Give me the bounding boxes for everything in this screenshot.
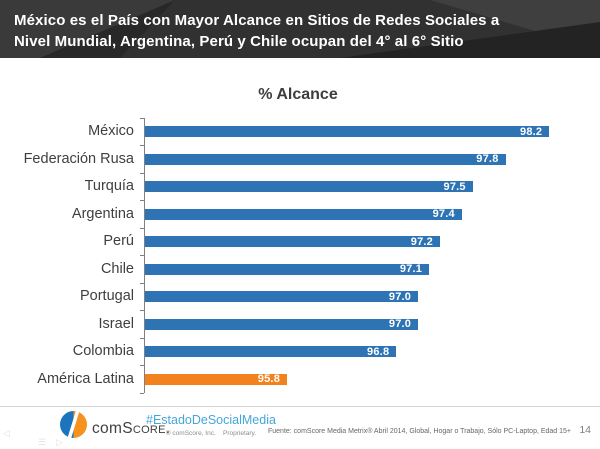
header-facet-background (0, 0, 600, 58)
category-label: Federación Rusa (23, 150, 134, 167)
comscore-logo-icon (60, 411, 87, 438)
category-label: México (88, 123, 134, 139)
bar-track: 96.8 (140, 337, 582, 366)
forward-arrow-icon: ▷ (56, 437, 63, 447)
bar-track: 97.5 (140, 172, 582, 201)
bar: 95.8 (145, 373, 288, 385)
bar-track: 97.0 (140, 310, 582, 338)
bar-row: Argentina 97.4 (0, 200, 582, 228)
back-arrow-icon: ◁ (3, 428, 10, 438)
category-label: Perú (103, 233, 134, 249)
hashtag-block: #EstadoDeSocialMedia © comScore, Inc. Pr… (146, 413, 276, 437)
bar-track: 98.2 (140, 117, 582, 146)
category-label: Argentina (71, 205, 134, 222)
bar-track: 97.2 (140, 227, 582, 256)
source-note: Fuente: comScore Media Metrix® Abril 201… (268, 428, 572, 435)
hashtag: #EstadoDeSocialMedia (146, 413, 276, 427)
bar-row: América Latina 95.8 (0, 365, 582, 393)
value-label: 97.0 (388, 318, 412, 330)
category-label: Israel (98, 315, 134, 332)
category-label: Colombia (72, 343, 134, 359)
value-label: 97.4 (432, 208, 455, 220)
bar-track: 95.8 (140, 365, 582, 393)
category-label: Portugal (79, 288, 134, 304)
menu-icon: ☰ (38, 437, 47, 447)
bar: 98.2 (145, 125, 550, 138)
bar: 97.8 (145, 153, 506, 165)
value-label: 97.0 (388, 290, 412, 303)
value-label: 97.8 (476, 153, 499, 165)
value-label: 97.1 (399, 263, 423, 275)
bar-chart: México 98.2 Federación Rusa 97.8 Turquía 97.5… (0, 117, 582, 393)
wordmark-suffix: Score. (122, 420, 171, 437)
bar: 97.0 (145, 290, 419, 303)
wordmark-prefix: com (92, 420, 123, 437)
value-label: 95.8 (257, 373, 281, 385)
bar-row: Israel 97.0 (0, 310, 582, 338)
bar-row: Colombia 96.8 (0, 337, 582, 366)
page-title: México es el País con Mayor Alcance en S… (14, 10, 589, 52)
bar: 97.4 (145, 208, 462, 220)
value-label: 97.5 (443, 180, 466, 193)
bar: 96.8 (145, 345, 397, 358)
category-label: América Latina (37, 370, 134, 387)
bar: 97.0 (145, 318, 419, 330)
bar-track: 97.8 (140, 145, 582, 173)
bar-row: Federación Rusa 97.8 (0, 145, 582, 173)
bar: 97.2 (145, 235, 440, 248)
bar-row: Chile 97.1 (0, 255, 582, 283)
bar-row: México 98.2 (0, 117, 582, 146)
value-label: 97.2 (410, 235, 433, 248)
category-label: Turquía (84, 178, 134, 194)
bar: 97.5 (145, 180, 473, 193)
copyright: © comScore, Inc. Proprietary. (165, 430, 257, 437)
comscore-wordmark: comScore. (92, 420, 170, 438)
bar-track: 97.1 (140, 255, 582, 283)
page-title-line2: Nivel Mundial, Argentina, Perú y Chile o… (14, 33, 464, 50)
bar-track: 97.0 (140, 282, 582, 311)
page-number: 14 (579, 424, 591, 436)
category-label: Chile (100, 260, 134, 277)
bar-rows: México 98.2 Federación Rusa 97.8 Turquía 97.5… (0, 117, 582, 393)
bar-row: Perú 97.2 (0, 227, 582, 256)
bar-track: 97.4 (140, 200, 582, 228)
bar-row: Portugal 97.0 (0, 282, 582, 311)
value-label: 98.2 (520, 125, 543, 138)
chart-title: % Alcance (258, 86, 338, 103)
bar: 97.1 (145, 263, 430, 275)
page-title-line1: México es el País con Mayor Alcance en S… (14, 12, 500, 29)
value-label: 96.8 (367, 345, 390, 358)
slide-footer: ◁ ☰ ▷ comScore. #EstadoDeSocialMedia © c… (0, 406, 600, 449)
bar-row: Turquía 97.5 (0, 172, 582, 201)
slide-header: México es el País con Mayor Alcance en S… (0, 0, 600, 58)
